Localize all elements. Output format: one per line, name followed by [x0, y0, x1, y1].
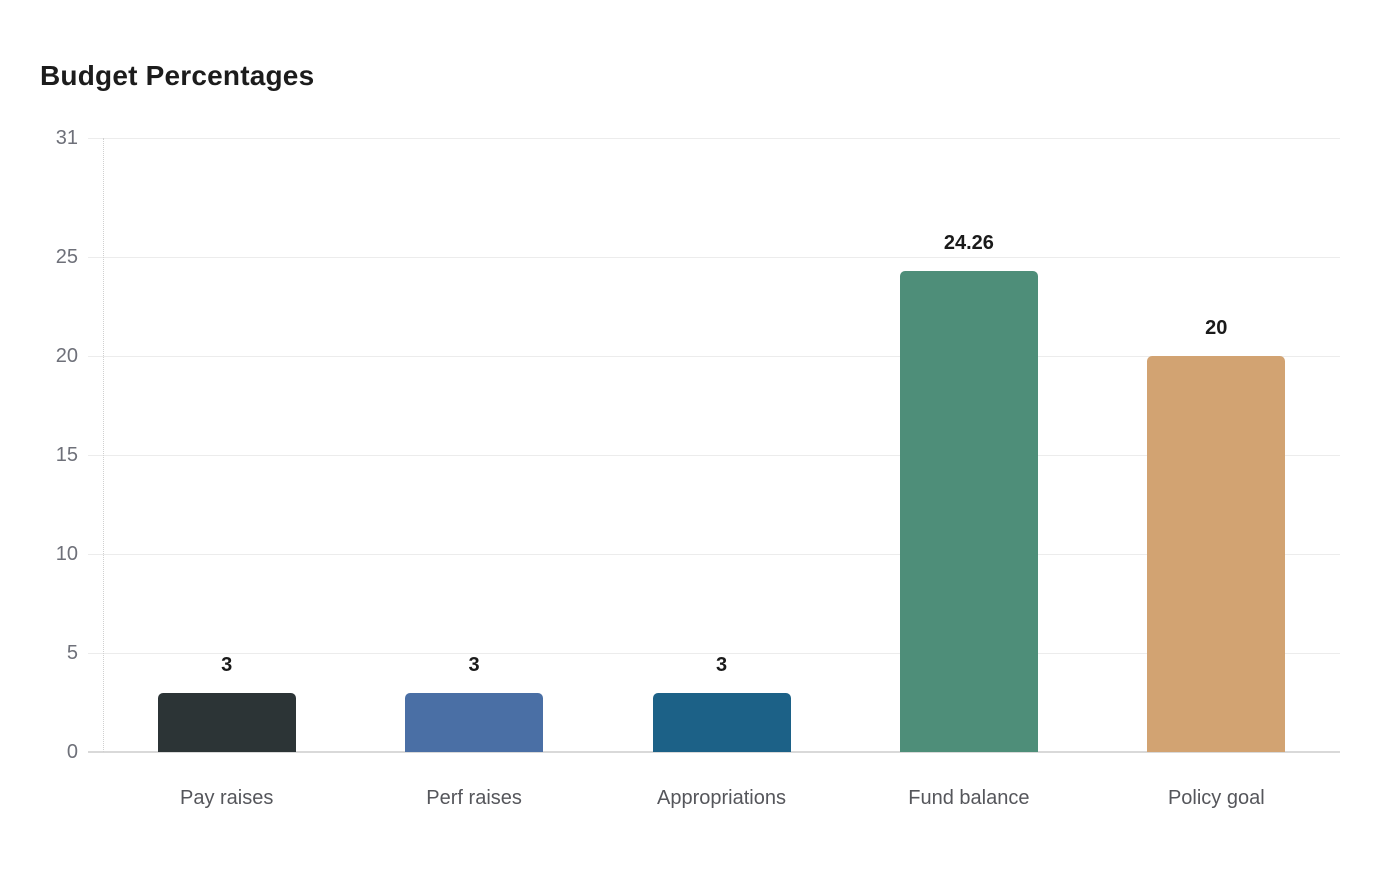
bar-policy-goal[interactable] [1147, 355, 1286, 752]
x-axis-label: Perf raises [426, 787, 522, 809]
gridline [88, 553, 1340, 555]
x-axis-label: Policy goal [1167, 787, 1265, 809]
x-axis-line [88, 751, 1340, 753]
y-axis-tick-label: 15 [55, 443, 78, 466]
y-axis-tick-label: 20 [55, 344, 78, 367]
bar-pay-raises[interactable] [157, 692, 296, 752]
y-axis-tick-label: 5 [66, 641, 78, 664]
x-axis-label: Pay raises [180, 787, 274, 809]
gridline [88, 652, 1340, 654]
x-axis-label: Fund balance [908, 787, 1030, 809]
x-axis-label: Appropriations [657, 787, 786, 809]
y-axis-tick-label: 0 [66, 741, 78, 763]
gridline [88, 454, 1340, 456]
bar-value-label: 20 [1205, 316, 1228, 339]
bar-perf-raises[interactable] [405, 692, 544, 752]
y-axis-tick-label: 10 [55, 542, 78, 565]
gridline [88, 256, 1340, 258]
bar-value-label: 3 [468, 653, 480, 676]
bar-value-label: 24.26 [943, 232, 994, 255]
bar-fund-balance[interactable] [899, 271, 1038, 752]
bar-value-label: 3 [715, 653, 728, 676]
bar-value-label: 3 [221, 653, 233, 676]
chart-title: Budget Percentages [40, 60, 315, 91]
y-axis-tick-label: 25 [55, 245, 78, 268]
gridline [88, 355, 1340, 357]
bar-appropriations[interactable] [652, 692, 791, 752]
gridline [88, 138, 1340, 139]
y-axis-line [103, 138, 104, 752]
y-axis-tick-label: 31 [55, 127, 78, 149]
